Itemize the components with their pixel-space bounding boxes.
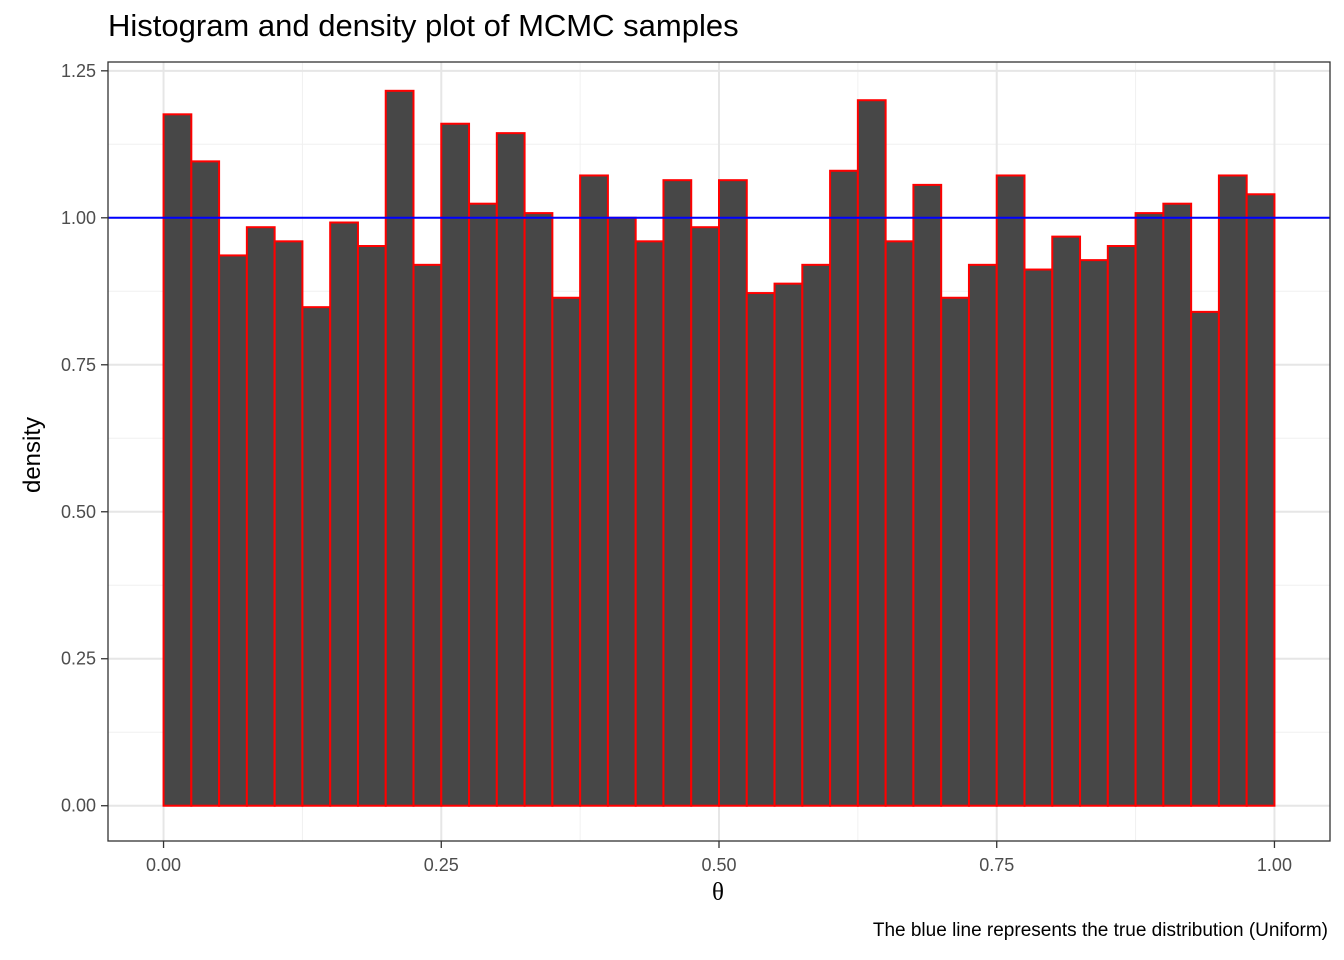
histogram-bar (218, 254, 248, 807)
histogram-bar (356, 245, 387, 807)
histogram-bar (967, 263, 998, 807)
x-tick-label: 0.00 (146, 855, 181, 875)
histogram-bar (1190, 310, 1220, 807)
histogram-bar (301, 306, 332, 807)
x-tick-label: 0.50 (701, 855, 736, 875)
histogram-bar (912, 183, 943, 807)
histogram-bar (273, 240, 304, 807)
histogram-bar (690, 226, 721, 807)
histogram-bar (468, 202, 498, 807)
x-tick-label: 1.00 (1257, 855, 1292, 875)
histogram-bar (440, 122, 471, 807)
x-tick-label: 0.25 (424, 855, 459, 875)
histogram-bar (662, 179, 693, 807)
histogram-bar (551, 296, 582, 807)
histogram-bar (1023, 268, 1054, 807)
histogram-bar (245, 226, 276, 807)
chart-title: Histogram and density plot of MCMC sampl… (108, 8, 739, 43)
y-axis-label: density (19, 417, 46, 493)
histogram-bar (1162, 202, 1193, 807)
histogram-bar (1245, 193, 1276, 807)
histogram-bars (162, 89, 1276, 807)
chart-caption: The blue line represents the true distri… (872, 920, 1328, 941)
histogram-bar (773, 282, 804, 807)
histogram-bar (940, 296, 970, 807)
x-tick-label: 0.75 (979, 855, 1014, 875)
histogram-bar (495, 132, 526, 807)
x-axis: 0.00 0.25 0.50 0.75 1.00 (146, 841, 1292, 875)
y-tick-label: 0.25 (61, 649, 96, 669)
y-tick-label: 0.50 (61, 502, 96, 522)
histogram-bar (801, 263, 832, 807)
histogram-bar (329, 221, 359, 807)
histogram-bar (829, 169, 859, 807)
histogram-bar (856, 99, 887, 807)
y-tick-label: 0.00 (61, 796, 96, 816)
histogram-bar (1134, 212, 1165, 807)
histogram-bar (995, 174, 1026, 807)
x-axis-label: θ (712, 879, 724, 906)
y-tick-label: 0.75 (61, 355, 96, 375)
y-tick-label: 1.25 (61, 61, 96, 81)
histogram-bar (523, 212, 554, 807)
histogram-bar (1106, 245, 1137, 807)
histogram-bar (162, 113, 193, 807)
histogram-bar (718, 179, 748, 807)
histogram-bar (579, 174, 609, 807)
y-axis: 0.00 0.25 0.50 0.75 1.00 1.25 (61, 61, 108, 816)
histogram-bar (745, 292, 776, 807)
histogram-bar (634, 240, 665, 807)
histogram-bar (1051, 235, 1082, 807)
histogram-bar (384, 89, 415, 807)
histogram-bar (1217, 174, 1248, 807)
histogram-bar (606, 216, 637, 807)
histogram-bar (1079, 259, 1109, 807)
histogram-bar (412, 263, 443, 807)
histogram-bar (884, 240, 915, 807)
y-tick-label: 1.00 (61, 208, 96, 228)
histogram-bar (190, 160, 221, 807)
